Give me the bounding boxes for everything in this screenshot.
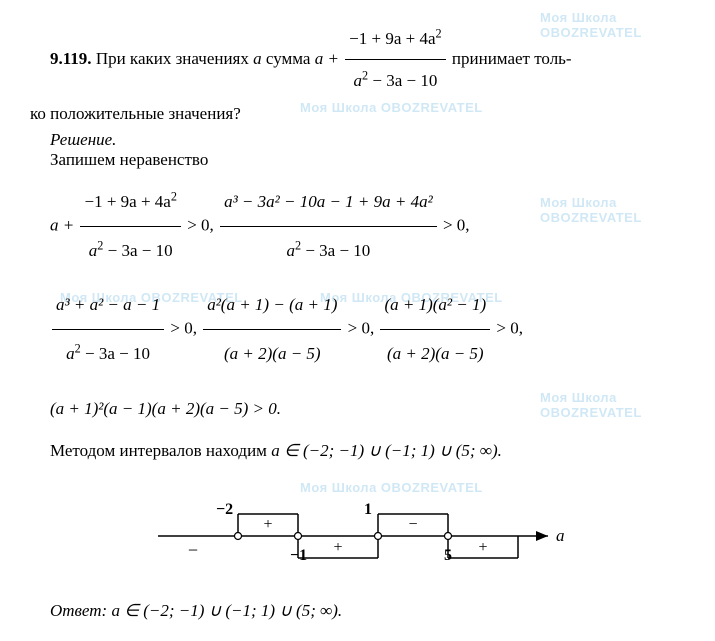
fraction: a³ + a² − a − 1 a2 − 3a − 10 bbox=[52, 283, 164, 376]
variable: a bbox=[253, 49, 262, 68]
equation-row: a + −1 + 9a + 4a2 a2 − 3a − 10 > 0, a³ −… bbox=[50, 180, 685, 273]
svg-text:−1: −1 bbox=[290, 547, 307, 564]
step-text: Запишем неравенство bbox=[50, 150, 685, 170]
fraction: a³ − 3a² − 10a − 1 + 9a + 4a² a2 − 3a − … bbox=[220, 180, 437, 273]
equation-row: a³ + a² − a − 1 a2 − 3a − 10 > 0, a²(a +… bbox=[50, 283, 685, 376]
text: При каких значениях bbox=[96, 49, 253, 68]
equation-row: (a + 1)²(a − 1)(a + 2)(a − 5) > 0. bbox=[50, 387, 685, 431]
text: сумма bbox=[266, 49, 315, 68]
svg-text:+: + bbox=[478, 539, 487, 556]
svg-text:+: + bbox=[263, 516, 272, 533]
svg-text:−: − bbox=[408, 516, 417, 533]
fraction: −1 + 9a + 4a2 a2 − 3a − 10 bbox=[80, 180, 180, 273]
fraction: (a + 1)(a² − 1) (a + 2)(a − 5) bbox=[380, 283, 490, 376]
number-line-diagram: a − + − + + −2 −1 1 5 bbox=[148, 486, 568, 576]
svg-text:−: − bbox=[187, 540, 197, 560]
svg-text:1: 1 bbox=[364, 501, 372, 518]
svg-text:+: + bbox=[333, 539, 342, 556]
problem-number: 9.119. bbox=[50, 49, 92, 68]
answer-label: Ответ: bbox=[50, 601, 107, 620]
problem-statement: 9.119. При каких значениях a сумма a + −… bbox=[30, 20, 685, 100]
svg-text:−2: −2 bbox=[216, 501, 233, 518]
fraction: a²(a + 1) − (a + 1) (a + 2)(a − 5) bbox=[203, 283, 341, 376]
text: принимает толь- bbox=[452, 49, 572, 68]
svg-text:a: a bbox=[556, 526, 565, 545]
method-line: Методом интервалов находим a ∈ (−2; −1) … bbox=[50, 441, 685, 461]
problem-line2: ко положительные значения? bbox=[30, 104, 685, 124]
fraction: −1 + 9a + 4a2 a2 − 3a − 10 bbox=[345, 20, 445, 100]
solution-label: Решение. bbox=[50, 130, 685, 150]
svg-text:5: 5 bbox=[444, 547, 452, 564]
answer-text: a ∈ (−2; −1) ∪ (−1; 1) ∪ (5; ∞). bbox=[111, 601, 342, 620]
answer-line: Ответ: a ∈ (−2; −1) ∪ (−1; 1) ∪ (5; ∞). bbox=[50, 601, 685, 621]
lhs: a + bbox=[315, 49, 343, 68]
